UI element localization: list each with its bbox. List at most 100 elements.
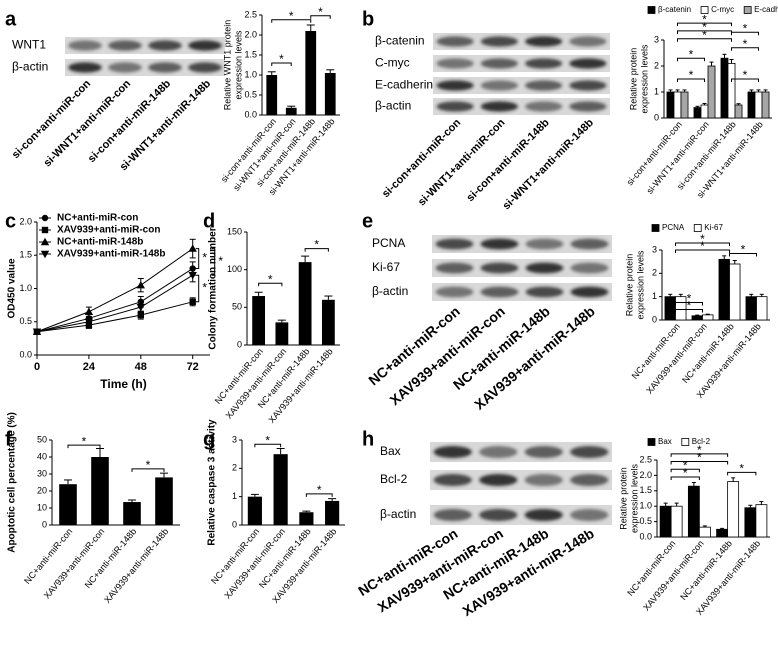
y-tick-label: 2.0 [244, 29, 257, 39]
y-tick-label: 3 [652, 244, 657, 254]
legend-label: Bcl-2 [692, 437, 711, 446]
blot-band [148, 62, 182, 73]
blot-band [570, 238, 609, 250]
bar [687, 485, 700, 538]
legend-marker [40, 237, 50, 246]
legend-label: β-catenin [658, 5, 691, 14]
bar [680, 91, 689, 119]
line [36, 301, 193, 333]
bar [707, 65, 716, 119]
blot-band [108, 62, 142, 73]
y-axis-label: Relative WNT1 protein [222, 20, 232, 111]
y-axis-label: Apoptotic cell percentage (%) [7, 412, 18, 553]
y-tick-label: 1.0 [244, 69, 257, 79]
blot-band [480, 101, 518, 112]
bar [716, 528, 729, 538]
bar [702, 314, 714, 321]
blot-row-label: β-actin [380, 507, 416, 521]
bar [693, 107, 702, 119]
legend-label: PCNA [662, 223, 685, 232]
blot-band [570, 474, 609, 486]
bar [691, 315, 703, 321]
blot-band [436, 58, 474, 69]
y-tick-label: 0.5 [19, 316, 32, 326]
blot-strip [432, 235, 612, 253]
bar [91, 457, 109, 525]
bar [666, 91, 675, 119]
legend-swatch [693, 224, 702, 232]
bar [275, 322, 289, 345]
y-tick-label: 3 [654, 34, 659, 44]
legend-swatch [743, 6, 752, 14]
y-axis-label: expression levels [635, 250, 645, 320]
y-axis-label: Relative protein [618, 467, 628, 530]
blot-strip [433, 98, 610, 115]
blot-band [525, 36, 563, 47]
y-axis-label: OD450 value [7, 258, 18, 318]
y-tick-label: 0 [232, 519, 237, 529]
bar [718, 258, 730, 321]
y-tick-label: 2 [232, 463, 237, 473]
blot-band [479, 509, 518, 521]
blot-band [188, 62, 222, 73]
blot-band [480, 58, 518, 69]
panel-label: b [362, 8, 374, 30]
legend-label: XAV939+anti-miR-148b [57, 249, 165, 260]
panel-label: d [203, 210, 215, 232]
x-tick-label: 0 [34, 361, 40, 373]
legend-label: NC+anti-miR-148b [57, 237, 143, 248]
significance-star: * [702, 12, 707, 26]
significance-star: * [202, 251, 207, 265]
significance-star: * [683, 466, 688, 480]
significance-bracket [731, 47, 759, 51]
bar [155, 477, 173, 525]
x-tick-label: 72 [187, 361, 199, 373]
blot-band [435, 286, 474, 298]
panel-label: g [203, 428, 215, 450]
significance-bracket [131, 468, 165, 472]
significance-bracket [677, 38, 732, 42]
blot-band [480, 286, 519, 298]
y-tick-label: 0 [42, 519, 47, 529]
significance-bracket [731, 31, 759, 36]
bar [727, 481, 740, 538]
point [137, 311, 144, 319]
y-tick-label: 0.0 [639, 531, 652, 541]
blot-row-label: Ki-67 [372, 260, 400, 274]
blot-strip [430, 442, 612, 462]
blot-row-label: E-cadherin [375, 78, 433, 92]
significance-star: * [687, 299, 692, 313]
y-axis-label: expression levels [639, 44, 649, 114]
legend-label: NC+anti-miR-con [57, 213, 138, 224]
bar [744, 507, 757, 538]
bar [745, 296, 757, 321]
bar [754, 91, 763, 119]
blot-strip [65, 37, 225, 54]
point [188, 244, 197, 252]
x-tick-label: NC+anti-miR-con [625, 538, 677, 598]
significance-star: * [689, 47, 694, 61]
point [84, 318, 94, 326]
blot-row-label: β-actin [12, 60, 48, 74]
point [189, 298, 196, 305]
blot-row-label: β-actin [372, 284, 408, 298]
significance-bracket [677, 22, 732, 27]
significance-star: * [700, 239, 705, 253]
bar [299, 512, 314, 525]
blot-row-label: β-actin [375, 99, 411, 113]
significance-bracket [670, 461, 729, 465]
blot-lane-label: si-WNT1+anti-miR-con [416, 117, 508, 209]
significance-bracket [727, 471, 757, 476]
y-tick-label: 40 [37, 451, 47, 461]
panel-label: e [362, 210, 373, 232]
significance-star: * [683, 458, 688, 472]
x-tick-label: NC+anti-miR-con [630, 321, 682, 381]
significance-bracket [729, 253, 757, 257]
y-axis-label: expression levels [233, 30, 243, 100]
significance-star: * [697, 443, 702, 457]
blot-band [480, 36, 518, 47]
y-tick-label: 10 [37, 502, 47, 512]
x-tick-label: 24 [83, 361, 96, 373]
y-tick-label: 0 [654, 112, 659, 122]
blot-band [436, 101, 474, 112]
